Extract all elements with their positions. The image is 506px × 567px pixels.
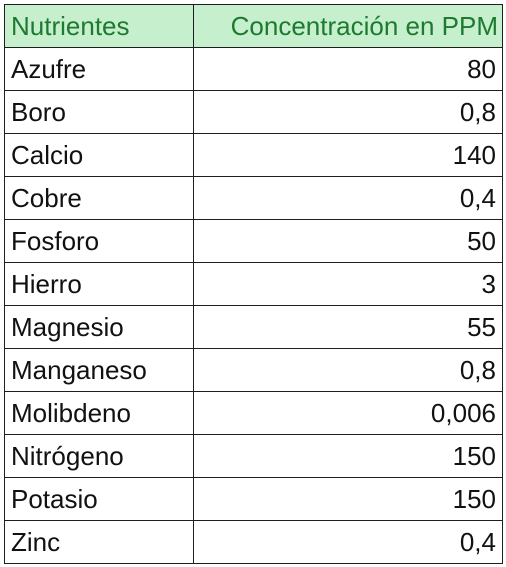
- nutrient-cell[interactable]: Azufre: [4, 47, 194, 91]
- table-row: Manganeso 0,8: [4, 348, 503, 392]
- header-cell-concentration[interactable]: Concentración en PPM: [193, 4, 503, 48]
- nutrient-cell[interactable]: Boro: [4, 90, 194, 134]
- table-row: Nitrógeno 150: [4, 434, 503, 478]
- table-row: Zinc 0,4: [4, 520, 503, 564]
- ppm-cell[interactable]: 0,8: [193, 90, 503, 134]
- ppm-cell[interactable]: 0,006: [193, 391, 503, 435]
- nutrient-cell[interactable]: Zinc: [4, 520, 194, 564]
- table-row: Potasio 150: [4, 477, 503, 521]
- table-row: Molibdeno 0,006: [4, 391, 503, 435]
- ppm-cell[interactable]: 150: [193, 434, 503, 478]
- ppm-cell[interactable]: 0,4: [193, 520, 503, 564]
- table-row: Hierro 3: [4, 262, 503, 306]
- nutrient-cell[interactable]: Potasio: [4, 477, 194, 521]
- nutrient-cell[interactable]: Nitrógeno: [4, 434, 194, 478]
- nutrient-cell[interactable]: Manganeso: [4, 348, 194, 392]
- ppm-cell[interactable]: 150: [193, 477, 503, 521]
- nutrient-cell[interactable]: Calcio: [4, 133, 194, 177]
- nutrient-cell[interactable]: Hierro: [4, 262, 194, 306]
- nutrient-cell[interactable]: Fosforo: [4, 219, 194, 263]
- ppm-cell[interactable]: 0,8: [193, 348, 503, 392]
- nutrient-cell[interactable]: Molibdeno: [4, 391, 194, 435]
- ppm-cell[interactable]: 0,4: [193, 176, 503, 220]
- ppm-cell[interactable]: 140: [193, 133, 503, 177]
- ppm-cell[interactable]: 80: [193, 47, 503, 91]
- nutrient-cell[interactable]: Magnesio: [4, 305, 194, 349]
- ppm-cell[interactable]: 55: [193, 305, 503, 349]
- table-row: Azufre 80: [4, 47, 503, 91]
- nutrients-table: Nutrientes Concentración en PPM Azufre 8…: [4, 4, 503, 564]
- table-row: Calcio 140: [4, 133, 503, 177]
- header-row: Nutrientes Concentración en PPM: [4, 4, 503, 48]
- table-row: Cobre 0,4: [4, 176, 503, 220]
- table-row: Fosforo 50: [4, 219, 503, 263]
- table-row: Magnesio 55: [4, 305, 503, 349]
- table-row: Boro 0,8: [4, 90, 503, 134]
- header-cell-nutrientes[interactable]: Nutrientes: [4, 4, 194, 48]
- ppm-cell[interactable]: 3: [193, 262, 503, 306]
- nutrient-cell[interactable]: Cobre: [4, 176, 194, 220]
- ppm-cell[interactable]: 50: [193, 219, 503, 263]
